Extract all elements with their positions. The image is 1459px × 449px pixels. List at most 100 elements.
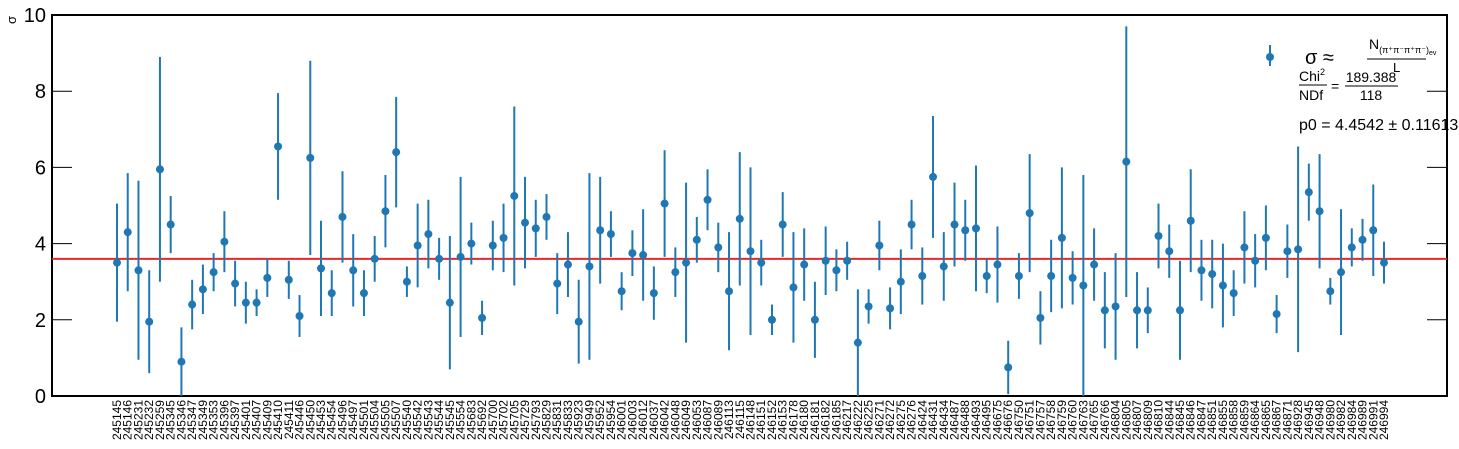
data-point xyxy=(531,224,540,233)
data-point xyxy=(445,298,454,307)
data-point xyxy=(1369,226,1378,235)
equals: = xyxy=(1331,78,1339,94)
data-point xyxy=(746,247,755,256)
x-tick-label: 245446 xyxy=(293,400,307,440)
x-tick-label: 246089 xyxy=(711,400,725,440)
data-point xyxy=(682,258,691,267)
data-point xyxy=(789,283,798,292)
data-point xyxy=(1283,247,1292,256)
x-tick-label: 246153 xyxy=(776,400,790,440)
x-tick-label: 245949 xyxy=(582,400,596,440)
x-tick-label: 246864 xyxy=(1248,400,1262,440)
x-tick-label: 245146 xyxy=(121,400,135,440)
x-tick-label: 246766 xyxy=(1098,400,1112,440)
x-tick-label: 245705 xyxy=(507,400,521,440)
data-point xyxy=(263,273,272,282)
x-tick-label: 245829 xyxy=(539,400,553,440)
data-point xyxy=(757,258,766,267)
x-tick-label: 246495 xyxy=(980,400,994,440)
y-tick-label: 10 xyxy=(24,5,46,27)
data-point xyxy=(939,262,948,271)
data-point xyxy=(123,228,132,237)
data-point xyxy=(585,262,594,271)
x-tick-label: 246037 xyxy=(647,400,661,440)
x-tick-label: 245952 xyxy=(593,400,607,440)
data-point xyxy=(982,271,991,280)
data-point xyxy=(617,287,626,296)
x-tick-label: 245232 xyxy=(142,400,156,440)
x-tick-label: 246846 xyxy=(1184,400,1198,440)
x-tick-label: 245450 xyxy=(303,400,317,440)
x-tick-label: 246807 xyxy=(1130,400,1144,440)
legend-denominator: L xyxy=(1393,60,1400,75)
x-tick-label: 245453 xyxy=(314,400,328,440)
x-tick-label: 245345 xyxy=(164,400,178,440)
x-tick-label: 245831 xyxy=(550,400,564,440)
data-point xyxy=(1240,243,1249,252)
data-point xyxy=(950,220,959,229)
x-tick-label: 246185 xyxy=(829,400,843,440)
data-point xyxy=(392,148,401,157)
x-tick-label: 245692 xyxy=(475,400,489,440)
data-point xyxy=(231,279,240,288)
x-tick-label: 245231 xyxy=(131,400,145,440)
x-tick-label: 246845 xyxy=(1173,400,1187,440)
x-tick-label: 246488 xyxy=(958,400,972,440)
data-point xyxy=(349,266,358,275)
x-tick-label: 246810 xyxy=(1152,400,1166,440)
x-tick-label: 246222 xyxy=(851,400,865,440)
data-point xyxy=(1057,233,1066,242)
data-point xyxy=(563,260,572,269)
x-tick-label: 245346 xyxy=(174,400,188,440)
data-point xyxy=(1122,157,1131,166)
data-point xyxy=(1143,306,1152,315)
data-point xyxy=(338,212,347,221)
data-point xyxy=(113,258,121,267)
x-tick-label: 245954 xyxy=(604,400,618,440)
data-point xyxy=(1347,243,1356,252)
data-point xyxy=(284,275,293,284)
x-tick-label: 246272 xyxy=(883,400,897,440)
data-point xyxy=(510,191,519,200)
x-tick-label: 245454 xyxy=(325,400,339,440)
y-axis-label: σ xyxy=(4,16,19,24)
data-point xyxy=(1294,245,1303,254)
data-point xyxy=(875,241,884,250)
data-point xyxy=(317,264,326,273)
fit-text: p0 = 4.4542 ± 0.11613 xyxy=(1299,117,1458,134)
x-tick-label: 246847 xyxy=(1194,400,1208,440)
x-tick-label: 245145 xyxy=(110,400,124,440)
x-tick-label: 245833 xyxy=(561,400,575,440)
x-tick-label: 246048 xyxy=(668,400,682,440)
x-tick-label: 246271 xyxy=(872,400,886,440)
data-point xyxy=(1111,302,1120,311)
data-point xyxy=(864,302,873,311)
x-tick-label: 245505 xyxy=(378,400,392,440)
x-tick-label: 246012 xyxy=(636,400,650,440)
x-tick-label: 245407 xyxy=(250,400,264,440)
data-point xyxy=(1326,287,1335,296)
legend-numerator: N(π⁺π⁻π⁺π⁻)ev xyxy=(1369,36,1437,57)
x-tick-label: 245542 xyxy=(411,400,425,440)
x-tick-label: 246275 xyxy=(894,400,908,440)
x-tick-label: 246945 xyxy=(1302,400,1316,440)
y-tick-label: 4 xyxy=(35,234,46,256)
x-tick-label: 246759 xyxy=(1055,400,1069,440)
data-point xyxy=(971,224,980,233)
x-tick-label: 245540 xyxy=(400,400,414,440)
data-point xyxy=(574,317,583,326)
data-point xyxy=(542,212,551,221)
data-point xyxy=(209,268,218,277)
x-tick-label: 246178 xyxy=(786,400,800,440)
data-point xyxy=(1315,207,1324,216)
data-point xyxy=(832,266,841,275)
x-tick-label: 246867 xyxy=(1270,400,1284,440)
data-point xyxy=(166,220,175,229)
plot-frame xyxy=(51,14,1448,397)
data-point xyxy=(1079,281,1088,290)
data-point xyxy=(639,251,648,260)
x-tick-label: 246276 xyxy=(905,400,919,440)
data-point xyxy=(961,226,970,235)
plot-area xyxy=(52,26,1447,396)
